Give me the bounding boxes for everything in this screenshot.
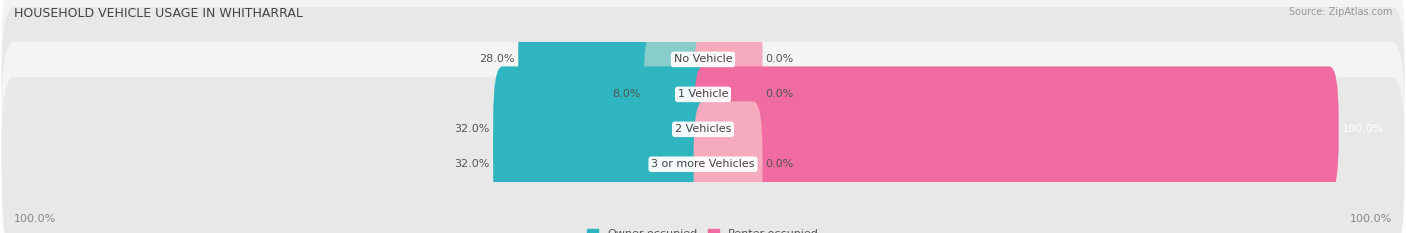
FancyBboxPatch shape [494, 101, 713, 227]
FancyBboxPatch shape [494, 66, 713, 192]
Text: 28.0%: 28.0% [479, 55, 515, 64]
Text: No Vehicle: No Vehicle [673, 55, 733, 64]
Text: 100.0%: 100.0% [1350, 214, 1392, 224]
FancyBboxPatch shape [519, 0, 713, 122]
Legend: Owner-occupied, Renter-occupied: Owner-occupied, Renter-occupied [586, 229, 820, 233]
FancyBboxPatch shape [693, 101, 762, 227]
Text: 3 or more Vehicles: 3 or more Vehicles [651, 159, 755, 169]
FancyBboxPatch shape [1, 77, 1405, 233]
FancyBboxPatch shape [693, 66, 1339, 192]
FancyBboxPatch shape [1, 7, 1405, 182]
Text: 0.0%: 0.0% [766, 89, 794, 99]
Text: 0.0%: 0.0% [766, 159, 794, 169]
FancyBboxPatch shape [693, 31, 762, 157]
FancyBboxPatch shape [644, 31, 713, 157]
Text: 32.0%: 32.0% [454, 124, 491, 134]
Text: 8.0%: 8.0% [612, 89, 640, 99]
Text: 0.0%: 0.0% [766, 55, 794, 64]
Text: 32.0%: 32.0% [454, 159, 491, 169]
Text: 1 Vehicle: 1 Vehicle [678, 89, 728, 99]
Text: HOUSEHOLD VEHICLE USAGE IN WHITHARRAL: HOUSEHOLD VEHICLE USAGE IN WHITHARRAL [14, 7, 302, 20]
FancyBboxPatch shape [1, 42, 1405, 217]
Text: 100.0%: 100.0% [14, 214, 56, 224]
FancyBboxPatch shape [693, 0, 762, 122]
Text: Source: ZipAtlas.com: Source: ZipAtlas.com [1288, 7, 1392, 17]
FancyBboxPatch shape [1, 0, 1405, 147]
Text: 100.0%: 100.0% [1341, 124, 1384, 134]
Text: 2 Vehicles: 2 Vehicles [675, 124, 731, 134]
